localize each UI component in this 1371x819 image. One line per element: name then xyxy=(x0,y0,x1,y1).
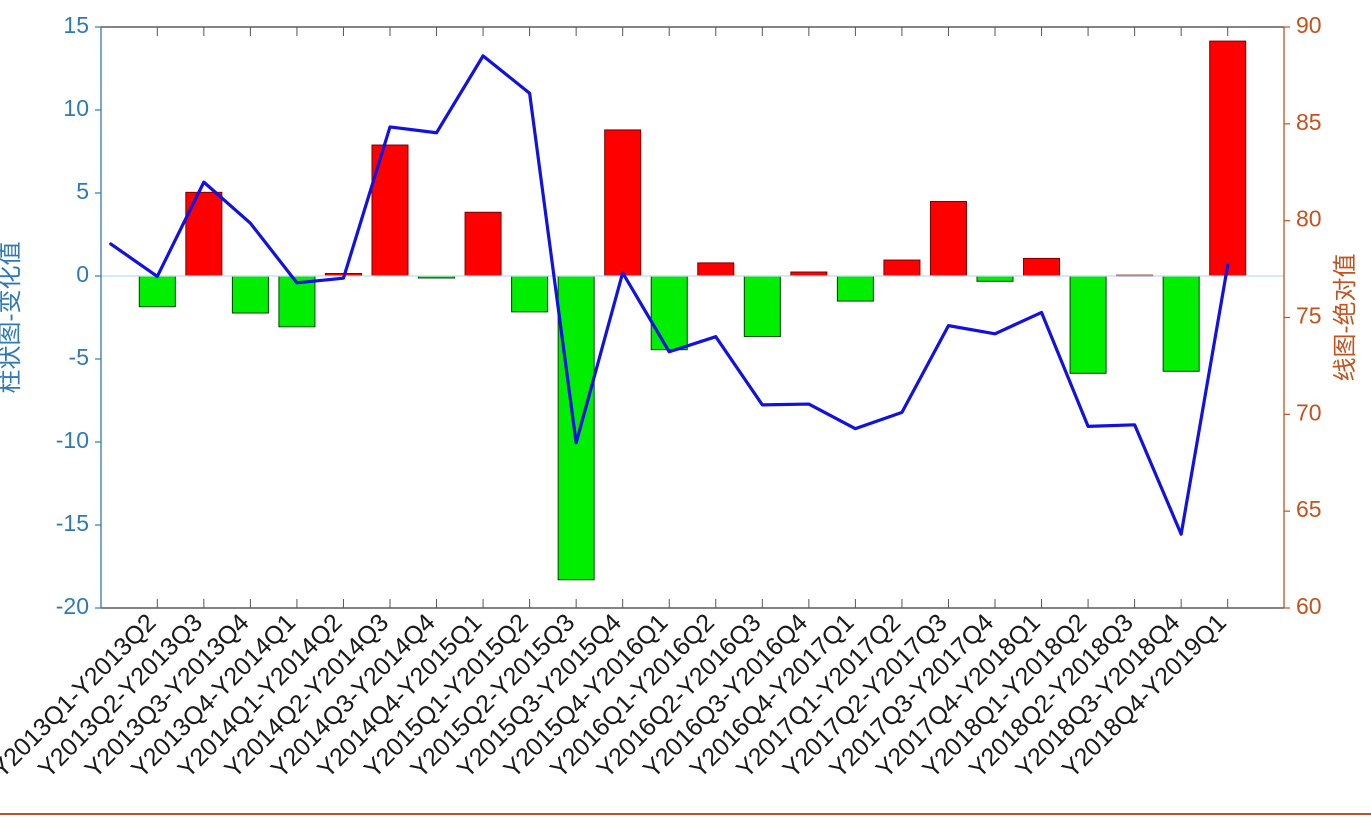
svg-text:65: 65 xyxy=(1296,496,1322,522)
svg-text:90: 90 xyxy=(1296,12,1322,38)
svg-text:80: 80 xyxy=(1296,206,1322,232)
svg-text:15: 15 xyxy=(63,12,89,38)
svg-text:-15: -15 xyxy=(56,510,89,536)
svg-text:线图-绝对值: 线图-绝对值 xyxy=(1332,254,1359,382)
svg-text:10: 10 xyxy=(63,95,89,121)
svg-text:60: 60 xyxy=(1296,593,1322,619)
svg-text:5: 5 xyxy=(76,178,89,204)
svg-text:0: 0 xyxy=(76,261,89,287)
svg-text:70: 70 xyxy=(1296,399,1322,425)
svg-text:柱状图-变化值: 柱状图-变化值 xyxy=(0,242,24,394)
svg-text:85: 85 xyxy=(1296,109,1322,135)
svg-text:75: 75 xyxy=(1296,303,1322,329)
svg-text:-10: -10 xyxy=(56,427,89,453)
svg-text:-20: -20 xyxy=(56,593,89,619)
svg-text:-5: -5 xyxy=(69,344,89,370)
